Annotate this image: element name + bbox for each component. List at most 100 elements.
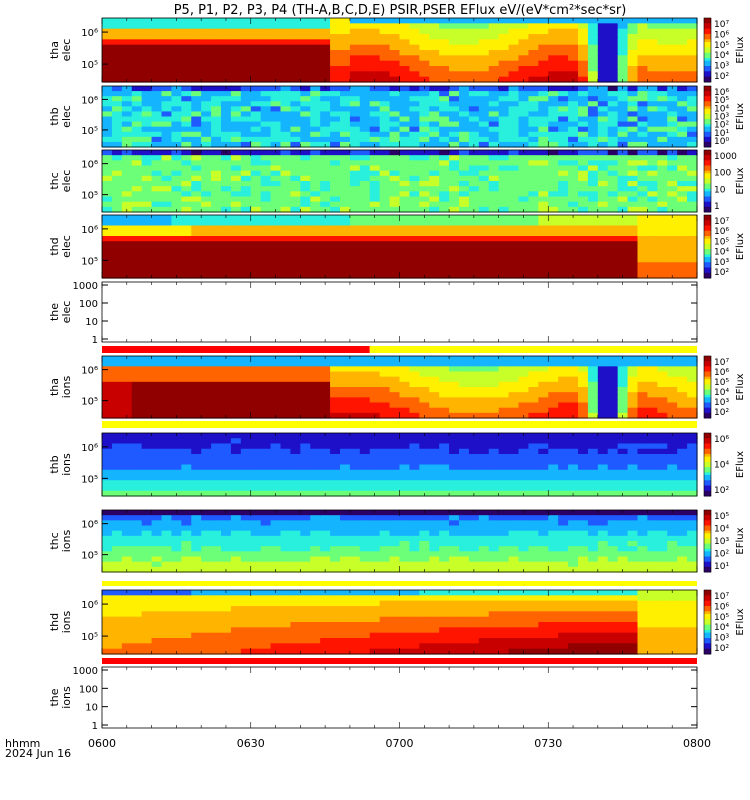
spectrogram-cell (587, 191, 599, 198)
spectrogram-cell (330, 485, 341, 492)
spectrogram-cell (211, 71, 222, 78)
spectrogram-cell (211, 267, 222, 274)
spectrogram-cell (290, 438, 301, 445)
spectrogram-cell (538, 18, 549, 24)
spectrogram-cell (429, 96, 440, 102)
spectrogram-cell (340, 387, 351, 393)
spectrogram-cell (290, 448, 301, 455)
spectrogram-cell (221, 186, 232, 192)
spectrogram-cell (657, 175, 668, 182)
spectrogram-cell (181, 397, 192, 404)
spectrogram-cell (518, 39, 530, 46)
spectrogram-cell (687, 91, 698, 97)
spectrogram-cell (191, 196, 202, 203)
colorbar-tick-label: 1 (714, 202, 720, 212)
spectrogram-cell (627, 101, 639, 107)
spectrogram-cell (627, 480, 639, 487)
spectrogram-cell (488, 361, 500, 367)
spectrogram-cell (647, 196, 658, 203)
spectrogram-cell (121, 361, 133, 367)
spectrogram-cell (389, 165, 401, 172)
spectrogram-cell (558, 443, 569, 450)
spectrogram-cell (468, 361, 480, 367)
spectrogram-cell (508, 376, 520, 383)
spectrogram-cell (250, 131, 262, 138)
spectrogram-cell (280, 23, 292, 30)
spectrogram-cell (171, 23, 182, 30)
spectrogram-cell (359, 96, 371, 102)
spectrogram-cell (369, 412, 381, 419)
spectrogram-cell (508, 28, 520, 35)
spectrogram-cell (359, 443, 371, 450)
spectrogram-cell (409, 39, 420, 46)
spectrogram-cell (151, 438, 163, 445)
spectrogram-cell (240, 475, 252, 481)
spectrogram-cell (310, 267, 321, 274)
spectrogram-cell (260, 361, 272, 367)
spectrogram-cell (340, 361, 351, 367)
spectrogram-cell (498, 121, 510, 128)
spectrogram-cell (548, 141, 559, 148)
spectrogram-cell (578, 106, 589, 113)
spectrogram-cell (151, 150, 163, 156)
spectrogram-cell (260, 412, 272, 419)
spectrogram-cell (657, 236, 668, 242)
spectrogram-cell (211, 39, 222, 46)
spectrogram-cell (667, 181, 678, 187)
colorbar-swatch (704, 270, 711, 274)
spectrogram-cell (211, 160, 222, 167)
spectrogram-cell (449, 356, 460, 362)
y-tick-label: 10⁶ (81, 160, 98, 171)
spectrogram-cell (349, 236, 361, 242)
spectrogram-cell (518, 181, 530, 187)
spectrogram-cell (111, 126, 123, 133)
spectrogram-cell (270, 469, 282, 476)
colorbar-swatch (704, 410, 711, 414)
spectrogram-cell (121, 116, 133, 123)
spectrogram-cell (280, 438, 292, 445)
spectrogram-cell (409, 201, 420, 208)
spectrogram-cell (181, 251, 192, 258)
spectrogram-cell (250, 155, 262, 161)
spectrogram-cell (191, 485, 202, 492)
spectrogram-cell (260, 131, 272, 138)
panel-label: thbelec (48, 105, 73, 128)
spectrogram-cell (131, 361, 143, 367)
spectrogram-cell (657, 131, 668, 138)
spectrogram-cell (419, 101, 430, 107)
spectrogram-cell (627, 381, 639, 388)
spectrogram-cell (538, 201, 549, 208)
spectrogram-cell (300, 407, 311, 414)
spectrogram-cell (121, 60, 133, 67)
spectrogram-cell (677, 246, 688, 253)
spectrogram-cell (310, 141, 321, 148)
spectrogram-cell (578, 155, 589, 161)
spectrogram-cell (240, 469, 252, 476)
spectrogram-cell (349, 50, 361, 56)
spectrogram-cell (161, 490, 173, 497)
spectrogram-cell (280, 18, 292, 24)
spectrogram-cell (221, 106, 232, 113)
spectrogram-cell (488, 387, 500, 393)
colorbar-swatch (704, 96, 711, 100)
spectrogram-cell (141, 236, 153, 242)
spectrogram-cell (379, 443, 391, 450)
spectrogram-cell (221, 257, 232, 263)
spectrogram-cell (538, 215, 549, 221)
spectrogram-cell (687, 469, 698, 476)
spectrogram-cell (230, 371, 242, 378)
spectrogram-cell (131, 201, 143, 208)
spectrogram-cell (558, 60, 569, 67)
spectrogram-cell (667, 215, 678, 221)
spectrogram-cell (518, 407, 530, 414)
spectrogram-cell (300, 230, 311, 237)
spectrogram-cell (131, 111, 143, 118)
spectrogram-cell (468, 215, 480, 221)
spectrogram-cell (330, 206, 341, 213)
spectrogram-cell (330, 215, 341, 221)
spectrogram-cell (141, 407, 153, 414)
spectrogram-cell (250, 257, 262, 263)
spectrogram-cell (221, 241, 232, 248)
